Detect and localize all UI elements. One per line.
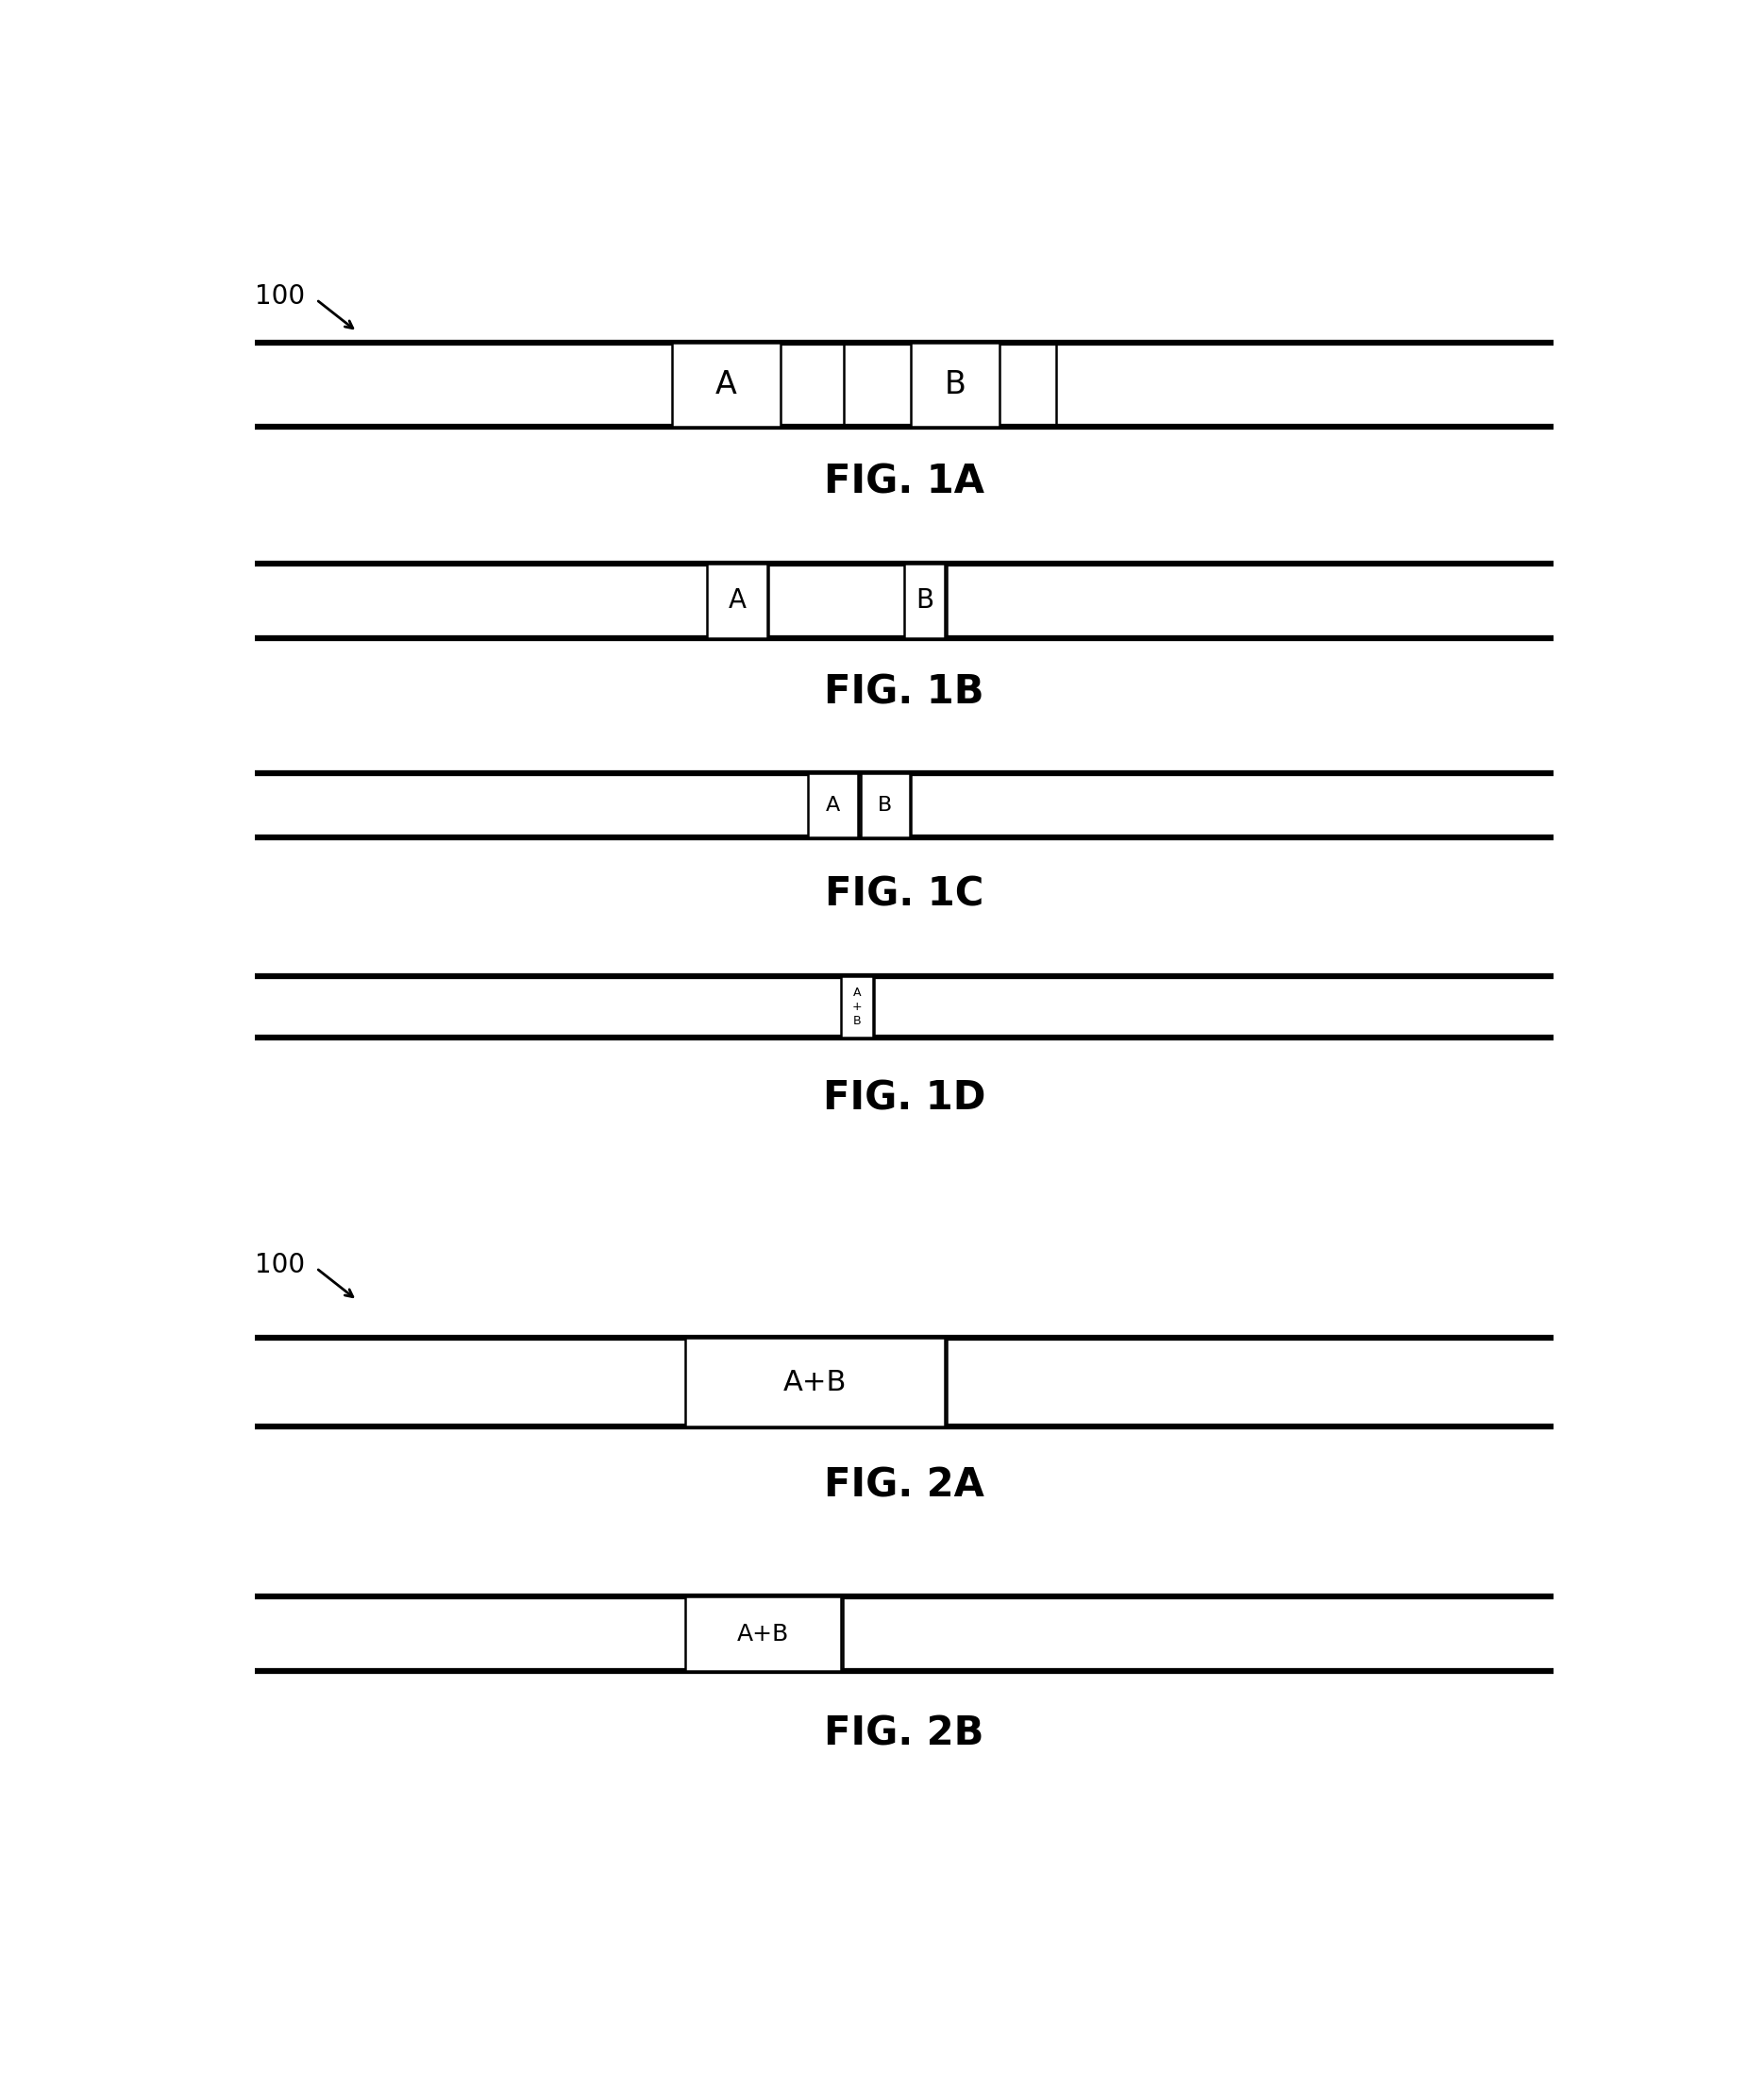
Text: FIG. 1B: FIG. 1B bbox=[824, 674, 984, 712]
Text: B: B bbox=[916, 588, 933, 613]
Text: FIG. 1D: FIG. 1D bbox=[822, 1080, 986, 1118]
Bar bbox=[707, 563, 767, 638]
Text: 100: 100 bbox=[256, 1252, 305, 1279]
Text: FIG. 1A: FIG. 1A bbox=[824, 463, 984, 502]
Text: A+B: A+B bbox=[737, 1622, 789, 1645]
Bar bbox=[903, 563, 946, 638]
Text: A: A bbox=[826, 795, 840, 814]
Text: 100: 100 bbox=[256, 283, 305, 310]
Text: FIG. 1C: FIG. 1C bbox=[824, 875, 984, 915]
Text: FIG. 2B: FIG. 2B bbox=[824, 1714, 984, 1754]
Bar bbox=[684, 1337, 946, 1427]
Bar bbox=[672, 343, 781, 427]
Bar bbox=[910, 343, 1000, 427]
Bar bbox=[684, 1597, 841, 1670]
Text: B: B bbox=[878, 795, 893, 814]
Text: A: A bbox=[729, 588, 746, 613]
Text: A: A bbox=[716, 368, 737, 400]
Text: B: B bbox=[944, 368, 967, 400]
Bar bbox=[841, 975, 873, 1038]
Text: A+B: A+B bbox=[783, 1369, 847, 1396]
Bar bbox=[861, 772, 910, 837]
Text: FIG. 2A: FIG. 2A bbox=[824, 1465, 984, 1505]
Text: A
+
B: A + B bbox=[852, 986, 863, 1028]
Bar bbox=[808, 772, 857, 837]
